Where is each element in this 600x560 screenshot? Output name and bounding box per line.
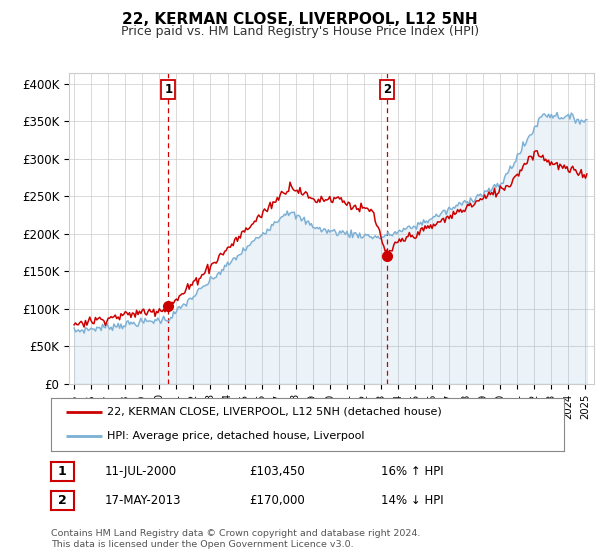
Text: Price paid vs. HM Land Registry's House Price Index (HPI): Price paid vs. HM Land Registry's House … — [121, 25, 479, 38]
Text: 22, KERMAN CLOSE, LIVERPOOL, L12 5NH: 22, KERMAN CLOSE, LIVERPOOL, L12 5NH — [122, 12, 478, 27]
Text: 1: 1 — [164, 83, 172, 96]
Text: 2: 2 — [58, 493, 67, 507]
Text: 1: 1 — [58, 465, 67, 478]
Text: 17-MAY-2013: 17-MAY-2013 — [105, 493, 182, 507]
Text: 11-JUL-2000: 11-JUL-2000 — [105, 465, 177, 478]
Text: 2: 2 — [383, 83, 391, 96]
Text: £103,450: £103,450 — [249, 465, 305, 478]
Text: 22, KERMAN CLOSE, LIVERPOOL, L12 5NH (detached house): 22, KERMAN CLOSE, LIVERPOOL, L12 5NH (de… — [107, 407, 442, 417]
Text: Contains HM Land Registry data © Crown copyright and database right 2024.
This d: Contains HM Land Registry data © Crown c… — [51, 529, 421, 549]
Text: £170,000: £170,000 — [249, 493, 305, 507]
Text: 16% ↑ HPI: 16% ↑ HPI — [381, 465, 443, 478]
Text: HPI: Average price, detached house, Liverpool: HPI: Average price, detached house, Live… — [107, 431, 365, 441]
Text: 14% ↓ HPI: 14% ↓ HPI — [381, 493, 443, 507]
